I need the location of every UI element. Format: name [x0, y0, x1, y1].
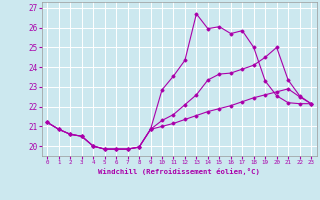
- X-axis label: Windchill (Refroidissement éolien,°C): Windchill (Refroidissement éolien,°C): [98, 168, 260, 175]
